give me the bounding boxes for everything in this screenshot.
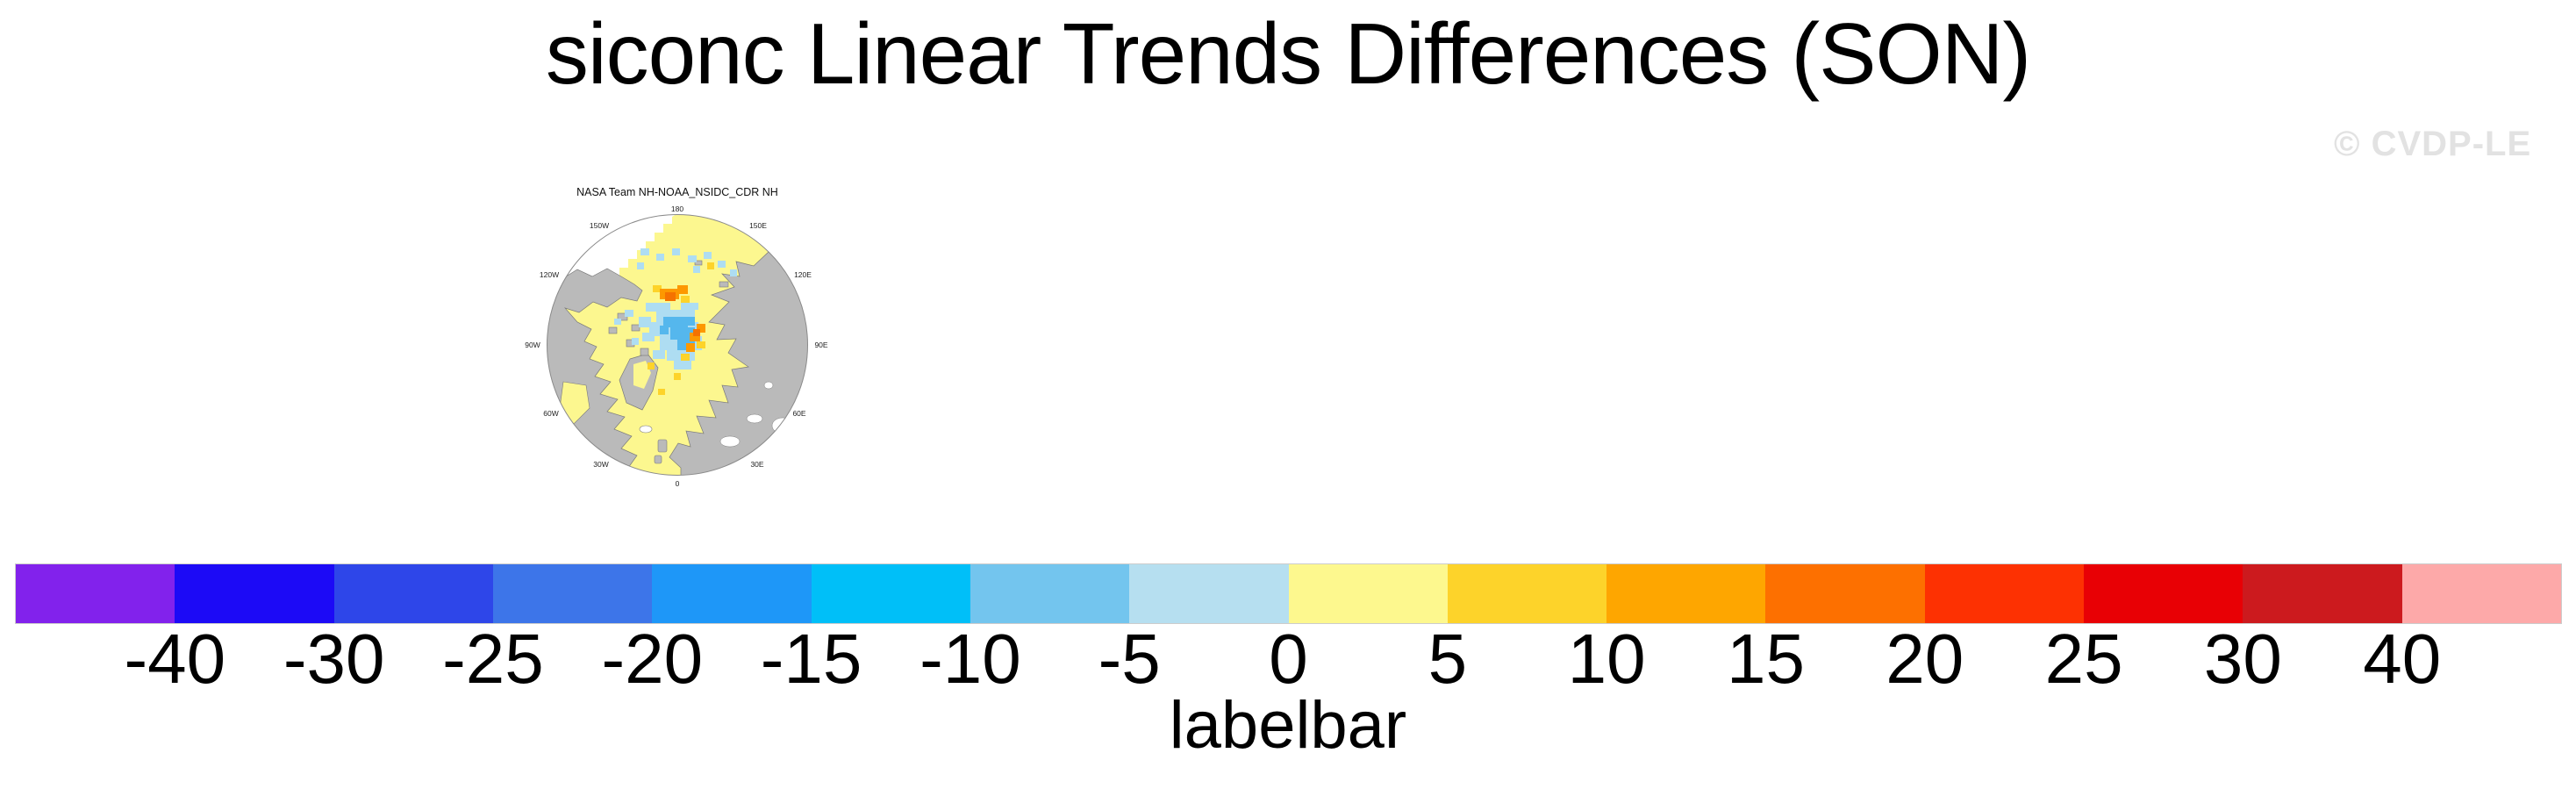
watermark-cvdp-le: © CVDP-LE	[2334, 125, 2532, 163]
colorbar-cell	[970, 564, 1130, 623]
colorbar-tick-label: 5	[1428, 620, 1468, 698]
lon-label-30e: 30E	[750, 460, 763, 469]
colorbar-tick-label: 25	[2044, 620, 2123, 698]
colorbar-tick-label: 10	[1567, 620, 1646, 698]
colorbar-cell	[16, 564, 175, 623]
figure-title: siconc Linear Trends Differences (SON)	[545, 5, 2031, 102]
colorbar-cell	[2401, 564, 2561, 623]
colorbar-cell	[2243, 564, 2402, 623]
globe-outline	[547, 214, 808, 476]
colorbar-tick-label: -15	[760, 620, 862, 698]
colorbar-tick-label: -5	[1098, 620, 1161, 698]
colorbar-cell	[1129, 564, 1289, 623]
colorbar-tick-label: -10	[919, 620, 1021, 698]
colorbar-tick-label: -25	[442, 620, 544, 698]
colorbar-cell	[1606, 564, 1766, 623]
colorbar	[15, 563, 2562, 624]
polar-map-svg: NASA Team NH-NOAA_NSIDC_CDR NH 180 150W …	[525, 186, 828, 488]
colorbar-tick-label: -40	[124, 620, 226, 698]
lon-label-ring: 180 150W 150E 120W 120E 90W 90E 60W 60E …	[525, 204, 828, 488]
colorbar-tick-label: -30	[283, 620, 385, 698]
colorbar-tick-label: 40	[2363, 620, 2442, 698]
colorbar-cell	[2084, 564, 2243, 623]
lon-label-150e: 150E	[749, 221, 767, 230]
colorbar-caption: labelbar	[1169, 688, 1407, 763]
lon-label-0: 0	[676, 479, 680, 488]
colorbar-cell	[175, 564, 334, 623]
colorbar-tick-label: 20	[1885, 620, 1964, 698]
lon-label-30w: 30W	[593, 460, 608, 469]
colorbar-cell	[333, 564, 493, 623]
greenland-data-patch	[633, 361, 651, 389]
lon-label-120e: 120E	[794, 270, 812, 279]
colorbar-cell	[1765, 564, 1925, 623]
colorbar-cell	[1447, 564, 1607, 623]
colorbar-cell	[652, 564, 812, 623]
trend-cells-gold	[648, 262, 714, 395]
polar-map-panel: NASA Team NH-NOAA_NSIDC_CDR NH 180 150W …	[509, 178, 846, 496]
land-uk-iceland	[639, 425, 668, 464]
colorbar-cell	[492, 564, 653, 623]
globe-contents	[547, 214, 808, 476]
colorbar-tick-label: 30	[2203, 620, 2282, 698]
colorbar-tick-label: -20	[601, 620, 704, 698]
colorbar-cell	[811, 564, 970, 623]
colorbar-ticks: -40 -30 -25 -20 -15 -10 -5 0 5 10 15 20 25 30 40	[16, 624, 2561, 696]
lon-label-90e: 90E	[814, 341, 827, 349]
arctic-islands	[608, 260, 729, 356]
colorbar-cell	[1288, 564, 1448, 623]
colorbar-tick-label: 15	[1726, 620, 1805, 698]
map-panel-title: NASA Team NH-NOAA_NSIDC_CDR NH	[576, 186, 778, 198]
lon-label-60e: 60E	[792, 409, 805, 418]
lon-label-180: 180	[671, 204, 683, 213]
colorbar-tick-label: 0	[1269, 620, 1308, 698]
trend-cells-dark-orange	[665, 292, 700, 336]
lon-label-150w: 150W	[590, 221, 609, 230]
lon-label-90w: 90W	[525, 341, 540, 349]
lon-label-60w: 60W	[543, 409, 558, 418]
lon-label-120w: 120W	[540, 270, 559, 279]
colorbar-cell	[1924, 564, 2085, 623]
